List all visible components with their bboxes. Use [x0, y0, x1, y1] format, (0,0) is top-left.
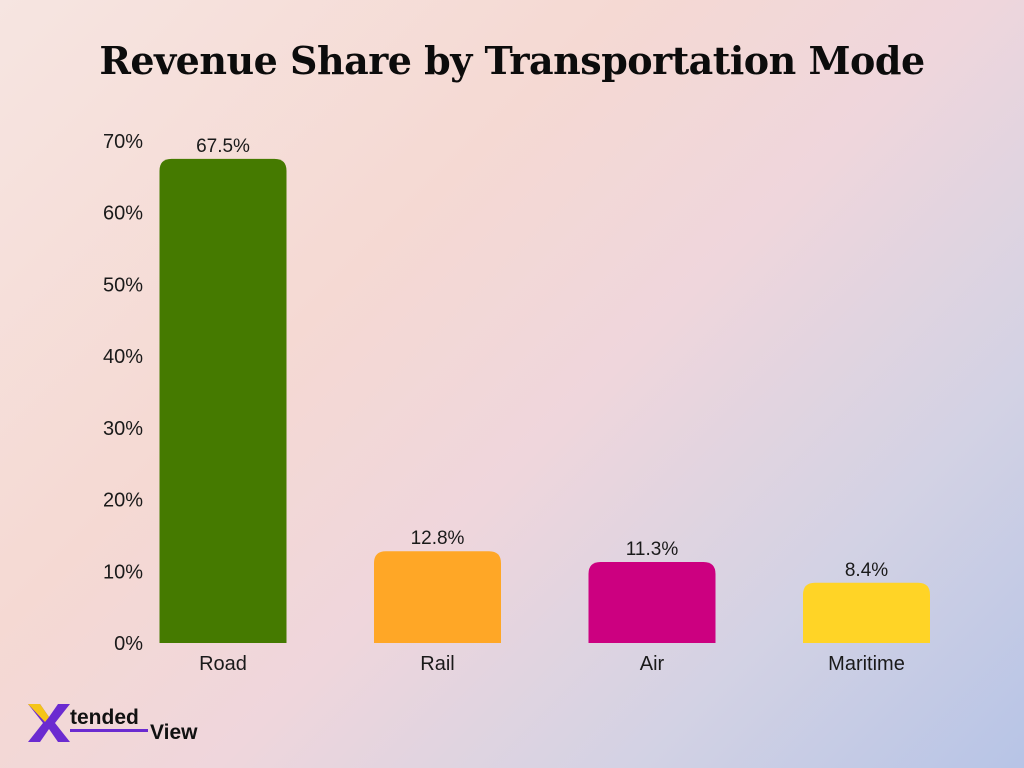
y-tick-label: 70%: [103, 131, 143, 153]
bar-maritime: [803, 582, 930, 643]
x-tick-label: Rail: [420, 653, 454, 675]
y-tick-label: 10%: [103, 561, 143, 583]
bar-air: [588, 561, 716, 643]
data-label: 11.3%: [626, 539, 679, 560]
y-tick-label: 20%: [103, 490, 143, 512]
bar-road: [159, 158, 287, 643]
data-label: 12.8%: [411, 528, 465, 549]
y-tick-label: 50%: [103, 274, 143, 296]
bars: 67.5% 12.8% 11.3% 8.4%: [159, 136, 930, 643]
svg-text:View: View: [150, 721, 198, 744]
chart-title: Revenue Share by Transportation Mode: [99, 38, 925, 83]
svg-text:tended: tended: [70, 706, 139, 729]
y-axis: 0% 10% 20% 30% 40% 50% 60% 70%: [103, 131, 143, 655]
x-axis: Road Rail Air Maritime: [199, 653, 905, 675]
xtendedview-logo: tended View: [28, 704, 198, 744]
data-label: 8.4%: [845, 560, 888, 581]
y-tick-label: 40%: [103, 346, 143, 368]
data-label: 67.5%: [196, 136, 250, 157]
y-tick-label: 30%: [103, 418, 143, 440]
bar-rail: [374, 551, 501, 643]
x-tick-label: Maritime: [828, 653, 905, 675]
y-tick-label: 0%: [114, 633, 143, 655]
x-tick-label: Road: [199, 653, 247, 675]
x-tick-label: Air: [640, 653, 665, 675]
y-tick-label: 60%: [103, 203, 143, 225]
